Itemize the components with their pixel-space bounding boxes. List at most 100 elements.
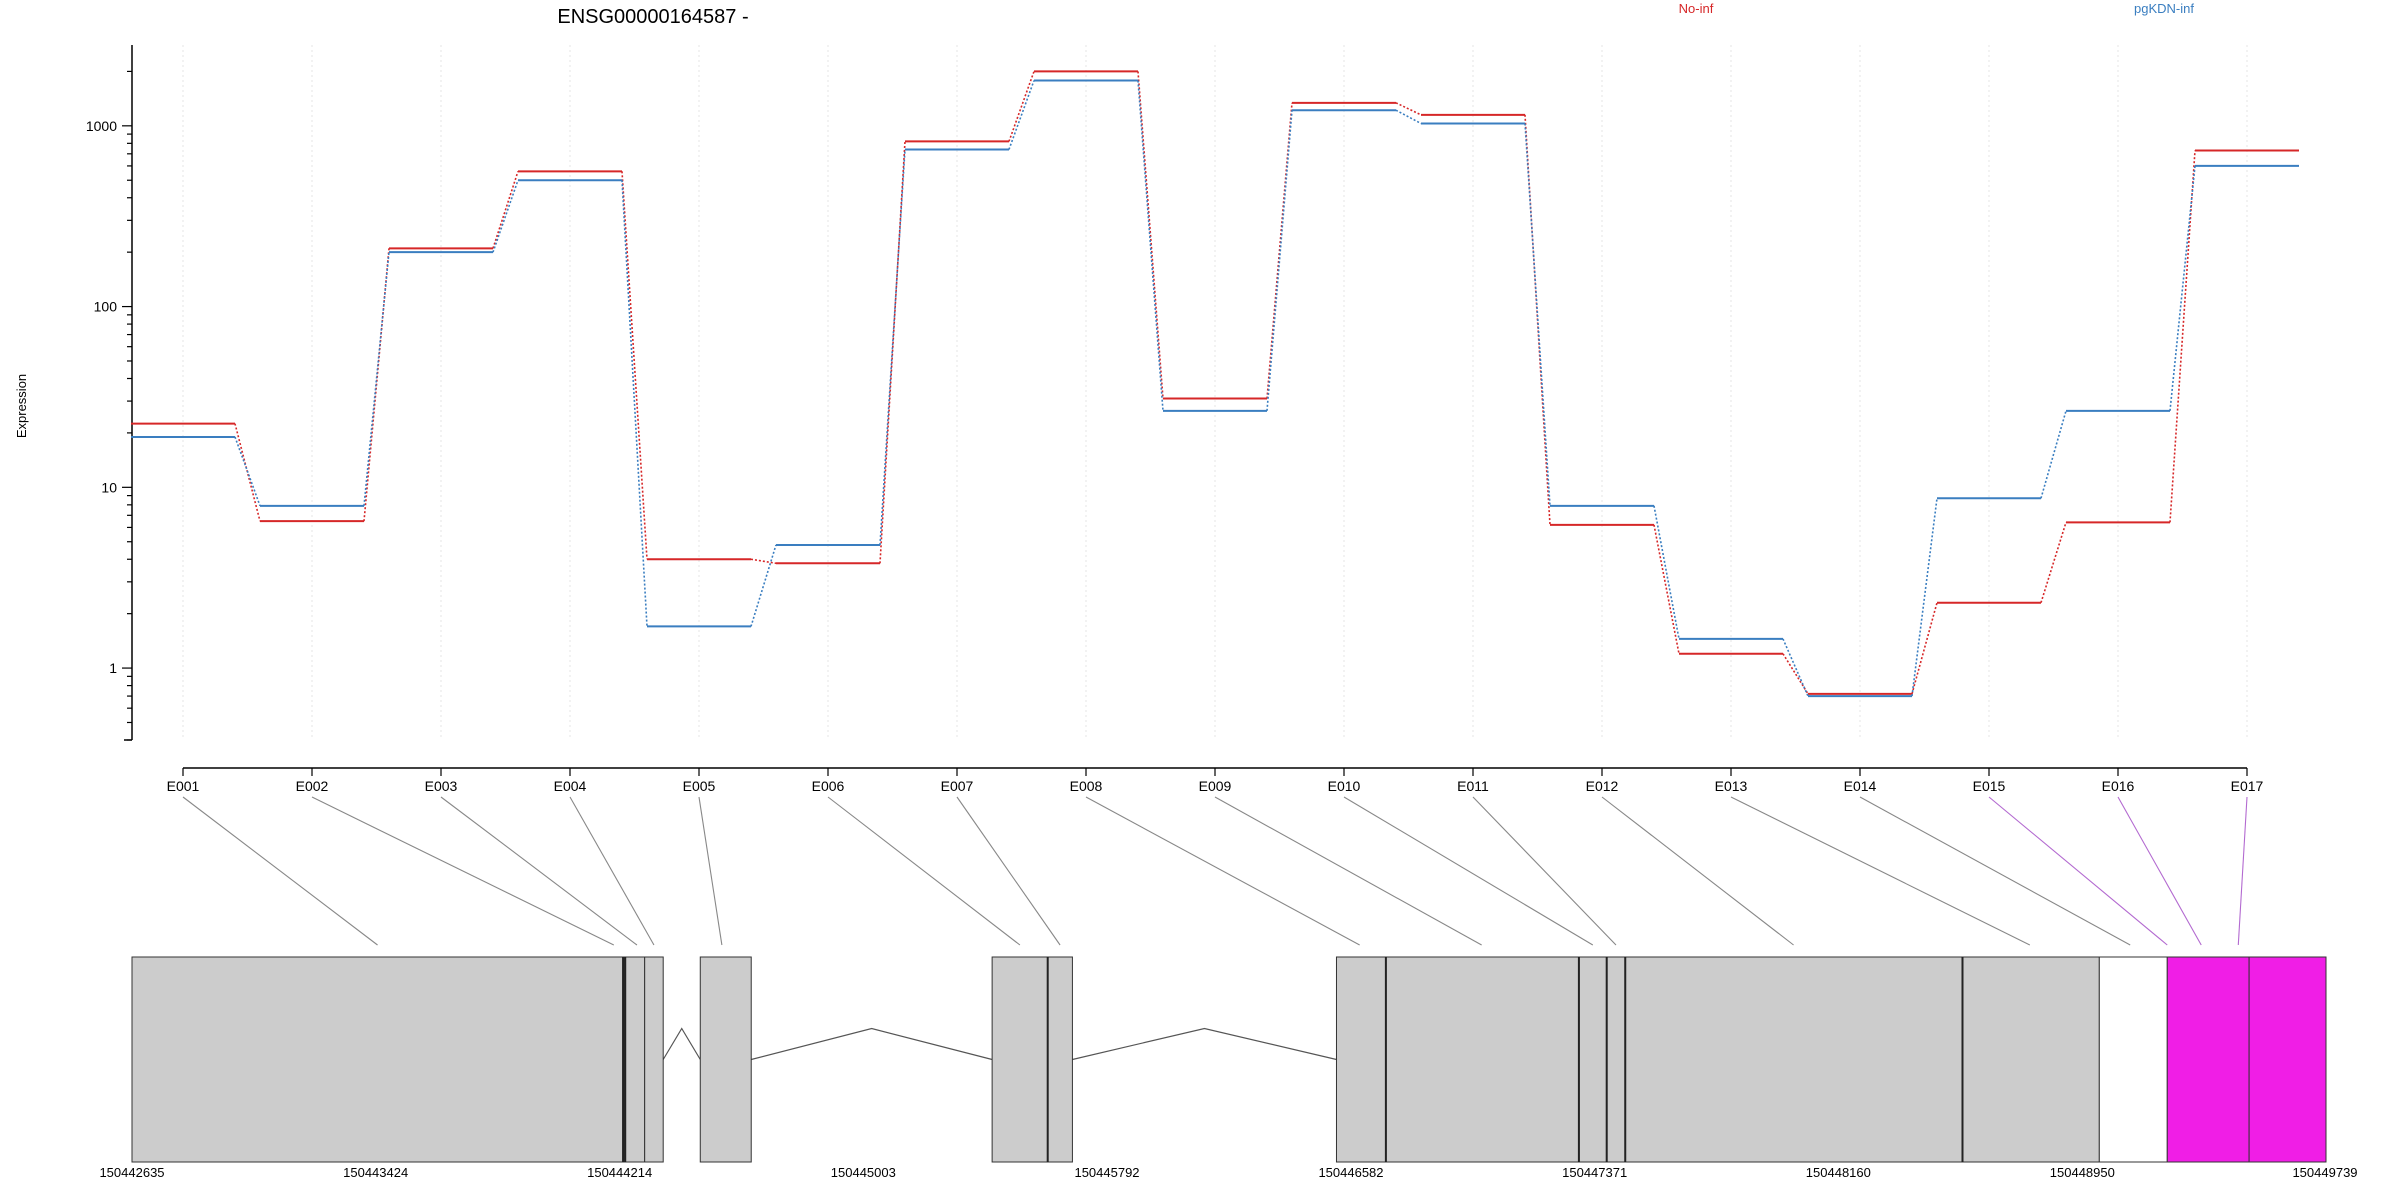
exon-block-4 xyxy=(699,956,752,1163)
exon-block-7 xyxy=(1335,956,1387,1163)
series-connector xyxy=(492,171,519,249)
connector-e010 xyxy=(1343,796,1594,946)
connector-e017 xyxy=(2237,796,2248,946)
genomic-coordinate-axis: 150442635 150443424 150444214 150445003 1504… xyxy=(99,1165,2357,1180)
series-connector xyxy=(1395,102,1422,116)
series-connector xyxy=(1911,498,1938,697)
gene-title: ENSG00000164587 - xyxy=(557,6,748,28)
connector-e015 xyxy=(1988,796,2168,946)
legend-no-inf: No-inf xyxy=(1679,1,1714,16)
highlighted-exon-block-2 xyxy=(2248,956,2327,1163)
coordinate-label: 150448160 xyxy=(1806,1165,1871,1180)
series-connector xyxy=(492,179,519,253)
connector-e013 xyxy=(1730,796,2031,946)
connector-e016 xyxy=(2117,796,2202,946)
coordinate-label: 150446582 xyxy=(1318,1165,1383,1180)
exon-block-11 xyxy=(1624,956,1963,1163)
series-connector xyxy=(1266,102,1293,399)
x-tick-label-e017: E017 xyxy=(2231,778,2264,794)
x-tick-label-e013: E013 xyxy=(1715,778,1748,794)
exon-connector-lines xyxy=(182,796,2248,946)
series-connector xyxy=(2040,410,2067,499)
connector-e012 xyxy=(1601,796,1794,946)
series-connector xyxy=(1653,505,1680,640)
x-axis: E001 E002 E003 E004 E005 E006 E007 E008 E009 E010… xyxy=(167,767,2264,794)
exon-block-8 xyxy=(1385,956,1580,1163)
x-tick-label-e016: E016 xyxy=(2102,778,2135,794)
x-tick-label-e007: E007 xyxy=(941,778,974,794)
connector-e008 xyxy=(1085,796,1360,946)
exon-block-6 xyxy=(1047,956,1073,1163)
connector-e004 xyxy=(569,796,655,946)
highlighted-exon-block-1 xyxy=(2166,956,2250,1163)
exon-grid-lines xyxy=(182,45,2248,740)
x-tick-label-e004: E004 xyxy=(554,778,587,794)
exon-block-1 xyxy=(131,956,626,1163)
coordinate-label: 150445003 xyxy=(831,1165,896,1180)
connector-e003 xyxy=(440,796,638,946)
connector-e009 xyxy=(1214,796,1482,946)
x-tick-label-e014: E014 xyxy=(1844,778,1877,794)
y-tick-label: 10 xyxy=(101,479,117,495)
coordinate-label: 150445792 xyxy=(1074,1165,1139,1180)
x-tick-label-e011: E011 xyxy=(1457,778,1489,794)
series-pgkdn-inf xyxy=(131,79,2299,698)
series-connector xyxy=(234,436,261,507)
series-connector xyxy=(2169,165,2196,411)
y-axis-label: Expression xyxy=(14,374,29,438)
connector-e001 xyxy=(182,796,378,946)
y-tick-label: 100 xyxy=(94,299,118,315)
series-connector xyxy=(1137,80,1164,411)
x-tick-label-e002: E002 xyxy=(296,778,329,794)
coordinate-label: 150444214 xyxy=(587,1165,652,1180)
coordinate-label: 150448950 xyxy=(2050,1165,2115,1180)
series-connector xyxy=(621,180,648,627)
connector-e006 xyxy=(827,796,1021,946)
connector-e002 xyxy=(311,796,615,946)
exon-block-12 xyxy=(1961,956,2100,1163)
gene-model-exons xyxy=(131,956,2327,1163)
exon-block-gap xyxy=(2098,956,2168,1163)
x-tick-label-e006: E006 xyxy=(812,778,845,794)
intron-2 xyxy=(751,1027,993,1061)
series-connector xyxy=(1008,80,1035,150)
x-tick-label-e010: E010 xyxy=(1328,778,1361,794)
exon-block-5 xyxy=(991,956,1049,1163)
connector-e011 xyxy=(1472,796,1617,946)
exon-block-9 xyxy=(1578,956,1608,1163)
series-connector xyxy=(1395,109,1422,125)
coordinate-label: 150443424 xyxy=(343,1165,408,1180)
connector-e005 xyxy=(698,796,723,946)
x-tick-label-e015: E015 xyxy=(1973,778,2006,794)
y-axis: 1 10 100 1000 xyxy=(86,45,133,741)
intron-3 xyxy=(1072,1027,1337,1061)
series-connector xyxy=(621,171,648,560)
expression-series xyxy=(131,70,2299,698)
series-connector xyxy=(363,252,390,506)
exon-block-3 xyxy=(644,956,664,1163)
series-connector xyxy=(1137,71,1164,399)
coordinate-label: 150447371 xyxy=(1562,1165,1627,1180)
series-connector xyxy=(1008,71,1035,142)
intron-lines xyxy=(662,1027,1337,1061)
connector-e014 xyxy=(1859,796,2131,946)
coordinate-label: 150449739 xyxy=(2292,1165,2357,1180)
x-tick-label-e009: E009 xyxy=(1199,778,1232,794)
x-tick-label-e003: E003 xyxy=(425,778,458,794)
legend-pgkdn-inf: pgKDN-inf xyxy=(2134,1,2194,16)
intron-1 xyxy=(662,1027,701,1060)
series-connector xyxy=(750,558,777,565)
exon-block-10 xyxy=(1606,956,1626,1163)
y-tick-label: 1000 xyxy=(86,118,117,134)
x-tick-label-e005: E005 xyxy=(683,778,716,794)
x-tick-label-e012: E012 xyxy=(1586,778,1619,794)
series-connector xyxy=(234,423,261,522)
y-tick-label: 1 xyxy=(109,660,117,676)
series-connector xyxy=(1653,524,1680,654)
coordinate-label: 150442635 xyxy=(99,1165,164,1180)
exon-block-2 xyxy=(624,956,646,1163)
x-tick-label-e001: E001 xyxy=(167,778,200,794)
x-tick-label-e008: E008 xyxy=(1070,778,1103,794)
connector-e007 xyxy=(956,796,1061,946)
